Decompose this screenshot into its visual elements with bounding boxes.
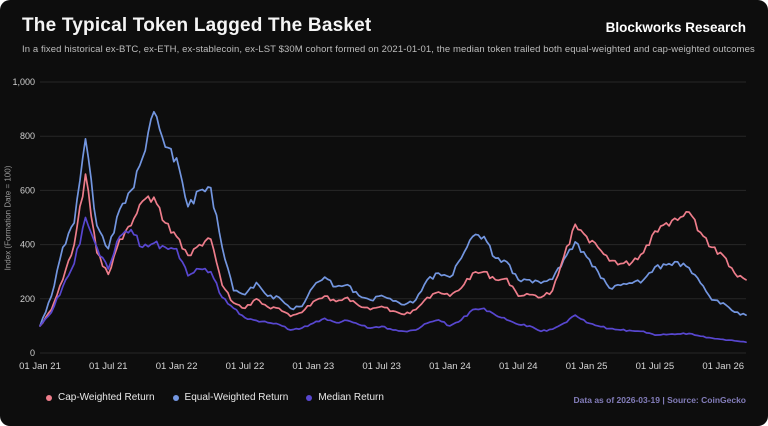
x-tick-label: 01 Jul 24	[499, 361, 538, 372]
x-tick-label: 01 Jan 25	[566, 361, 608, 372]
legend-label: Median Return	[318, 392, 384, 403]
series-line-cap-weighted-return	[39, 173, 747, 327]
y-tick-label: 800	[20, 131, 35, 141]
chart-legend: Cap-Weighted Return Equal-Weighted Retur…	[46, 392, 384, 403]
x-tick-label: 01 Jan 24	[429, 361, 471, 372]
data-attribution: Data as of 2026-03-19 | Source: CoinGeck…	[573, 395, 746, 405]
x-tick-label: 01 Jul 21	[89, 361, 128, 372]
x-tick-label: 01 Jan 22	[156, 361, 198, 372]
legend-item-cap-weighted[interactable]: Cap-Weighted Return	[46, 392, 155, 403]
x-tick-label: 01 Jul 22	[226, 361, 265, 372]
x-tick-label: 01 Jan 23	[292, 361, 334, 372]
x-tick-label: 01 Jul 23	[362, 361, 401, 372]
x-tick-label: 01 Jan 21	[19, 361, 61, 372]
legend-label: Cap-Weighted Return	[58, 392, 155, 403]
y-tick-label: 1,000	[12, 77, 35, 87]
chart-subtitle: In a fixed historical ex-BTC, ex-ETH, ex…	[22, 44, 755, 55]
legend-label: Equal-Weighted Return	[184, 392, 289, 403]
cap-weighted-dot-icon	[46, 394, 52, 401]
y-axis-title: Index (Formation Date = 100)	[3, 165, 13, 271]
y-tick-label: 400	[20, 240, 35, 250]
equal-weighted-dot-icon	[172, 394, 179, 401]
blockworks-research-logo: Blockworks Research	[605, 20, 746, 35]
legend-item-median[interactable]: Median Return	[306, 392, 384, 403]
legend-item-equal-weighted[interactable]: Equal-Weighted Return	[172, 392, 289, 403]
x-tick-label: 01 Jan 26	[702, 361, 744, 372]
y-tick-label: 600	[20, 185, 35, 195]
y-tick-label: 200	[20, 294, 35, 304]
median-dot-icon	[306, 394, 313, 401]
x-tick-label: 01 Jul 25	[636, 361, 675, 372]
y-tick-label: 0	[30, 348, 35, 358]
page-title: The Typical Token Lagged The Basket	[22, 15, 372, 36]
series-line-equal-weighted-return	[39, 110, 747, 327]
series-line-median-return	[39, 216, 747, 344]
